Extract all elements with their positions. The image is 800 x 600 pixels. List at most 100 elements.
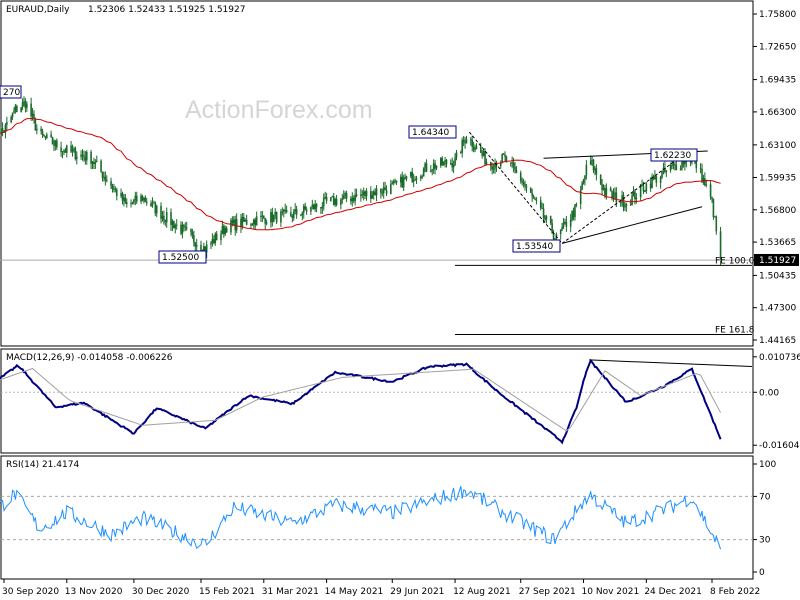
price-candle: [392, 179, 395, 186]
price-candle: [542, 203, 545, 224]
x-tick: 10 Nov 2021: [582, 579, 639, 597]
price-candle: [270, 208, 272, 228]
rsi-layer: [0, 486, 753, 550]
macd-y-tick: 0.00: [753, 388, 779, 398]
price-y-tick: 1.50435: [753, 271, 796, 281]
price-candle: [719, 226, 722, 266]
price-candle: [585, 160, 588, 180]
support-trendline: [561, 206, 703, 244]
price-candle: [271, 207, 274, 227]
price-candle: [709, 180, 712, 200]
price-candle: [215, 230, 218, 241]
price-candle: [23, 96, 25, 107]
price-candle: [312, 203, 315, 210]
rsi-title: RSI(14) 21.4174: [6, 460, 79, 470]
price-candle: [94, 159, 97, 169]
price-candle: [340, 198, 342, 210]
price-candle: [131, 201, 134, 205]
price-candle: [479, 142, 482, 153]
price-candle: [372, 189, 375, 200]
price-candle: [434, 159, 436, 175]
annotation-label: 1.62230: [654, 151, 691, 161]
price-candle: [365, 188, 368, 201]
svg-text:1.56800: 1.56800: [759, 206, 796, 216]
price-candle: [435, 165, 438, 171]
price-candle: [380, 188, 382, 199]
rsi-y-tick: 0: [753, 568, 765, 578]
price-candle: [524, 180, 526, 191]
svg-text:0.00: 0.00: [759, 388, 779, 398]
price-candle: [629, 199, 632, 207]
price-candle: [350, 196, 352, 205]
price-ohlc: 1.52306 1.52433 1.51925 1.51927: [88, 5, 245, 15]
price-candle: [651, 173, 653, 189]
price-candle: [475, 143, 478, 150]
price-candle: [174, 223, 177, 234]
price-candle: [485, 158, 488, 165]
price-candle: [602, 184, 605, 191]
price-candle: [66, 144, 68, 158]
price-candle: [581, 180, 583, 191]
price-candle: [24, 98, 27, 113]
price-candle: [334, 197, 336, 208]
price-candle: [665, 170, 668, 177]
svg-text:24 Dec 2021: 24 Dec 2021: [644, 587, 702, 597]
price-candle: [371, 191, 374, 199]
price-candle: [101, 171, 104, 182]
x-tick: 29 Jun 2021: [390, 579, 444, 597]
svg-text:30 Sep 2020: 30 Sep 2020: [2, 587, 59, 597]
price-candle: [46, 132, 48, 140]
price-candle: [180, 221, 182, 236]
price-candle: [254, 217, 257, 230]
svg-text:1.44165: 1.44165: [759, 336, 796, 346]
price-candle: [225, 226, 228, 233]
price-candle: [625, 202, 628, 212]
price-candle: [115, 187, 118, 201]
price-candle: [702, 174, 705, 185]
price-candle: [529, 187, 532, 194]
x-tick: 30 Sep 2020: [2, 579, 59, 597]
price-candle: [314, 199, 316, 212]
price-candle: [655, 174, 658, 187]
price-candle: [395, 180, 398, 185]
price-candle: [565, 215, 568, 232]
x-tick: 15 Feb 2021: [199, 579, 255, 597]
svg-text:0: 0: [759, 568, 765, 578]
price-candle: [385, 185, 388, 197]
price-candle: [562, 218, 565, 230]
price-candle: [155, 204, 158, 218]
price-candle: [714, 215, 716, 218]
price-candle: [514, 162, 516, 174]
price-candle: [173, 220, 175, 229]
price-candle: [264, 217, 267, 230]
price-candle: [330, 197, 332, 202]
price-candle: [235, 213, 238, 234]
price-candle: [114, 186, 117, 193]
price-candle: [354, 188, 356, 206]
price-candle: [324, 191, 326, 200]
price-candle: [322, 193, 325, 211]
price-candle: [81, 149, 84, 161]
macd-signal-line: [0, 367, 722, 432]
price-candle: [424, 162, 426, 173]
price-candle: [282, 208, 285, 218]
price-candle: [592, 159, 595, 174]
macd-layer: [0, 358, 753, 445]
price-candle: [561, 223, 563, 232]
price-candle: [545, 214, 548, 224]
price-candle: [559, 229, 562, 240]
price-candle: [482, 148, 485, 157]
price-candle: [384, 181, 386, 191]
price-candle: [611, 190, 613, 201]
price-candle: [564, 218, 566, 225]
price-candle: [521, 177, 523, 186]
price-candle: [243, 213, 245, 222]
price-candle: [315, 203, 318, 213]
fe-level-label: FE 100.0: [715, 256, 755, 266]
x-tick: 8 Feb 2022: [710, 579, 760, 597]
price-candle: [104, 171, 107, 186]
svg-text:1.53665: 1.53665: [759, 238, 796, 248]
svg-text:8 Feb 2022: 8 Feb 2022: [710, 587, 760, 597]
svg-text:100: 100: [759, 460, 776, 470]
price-candle: [213, 235, 215, 245]
